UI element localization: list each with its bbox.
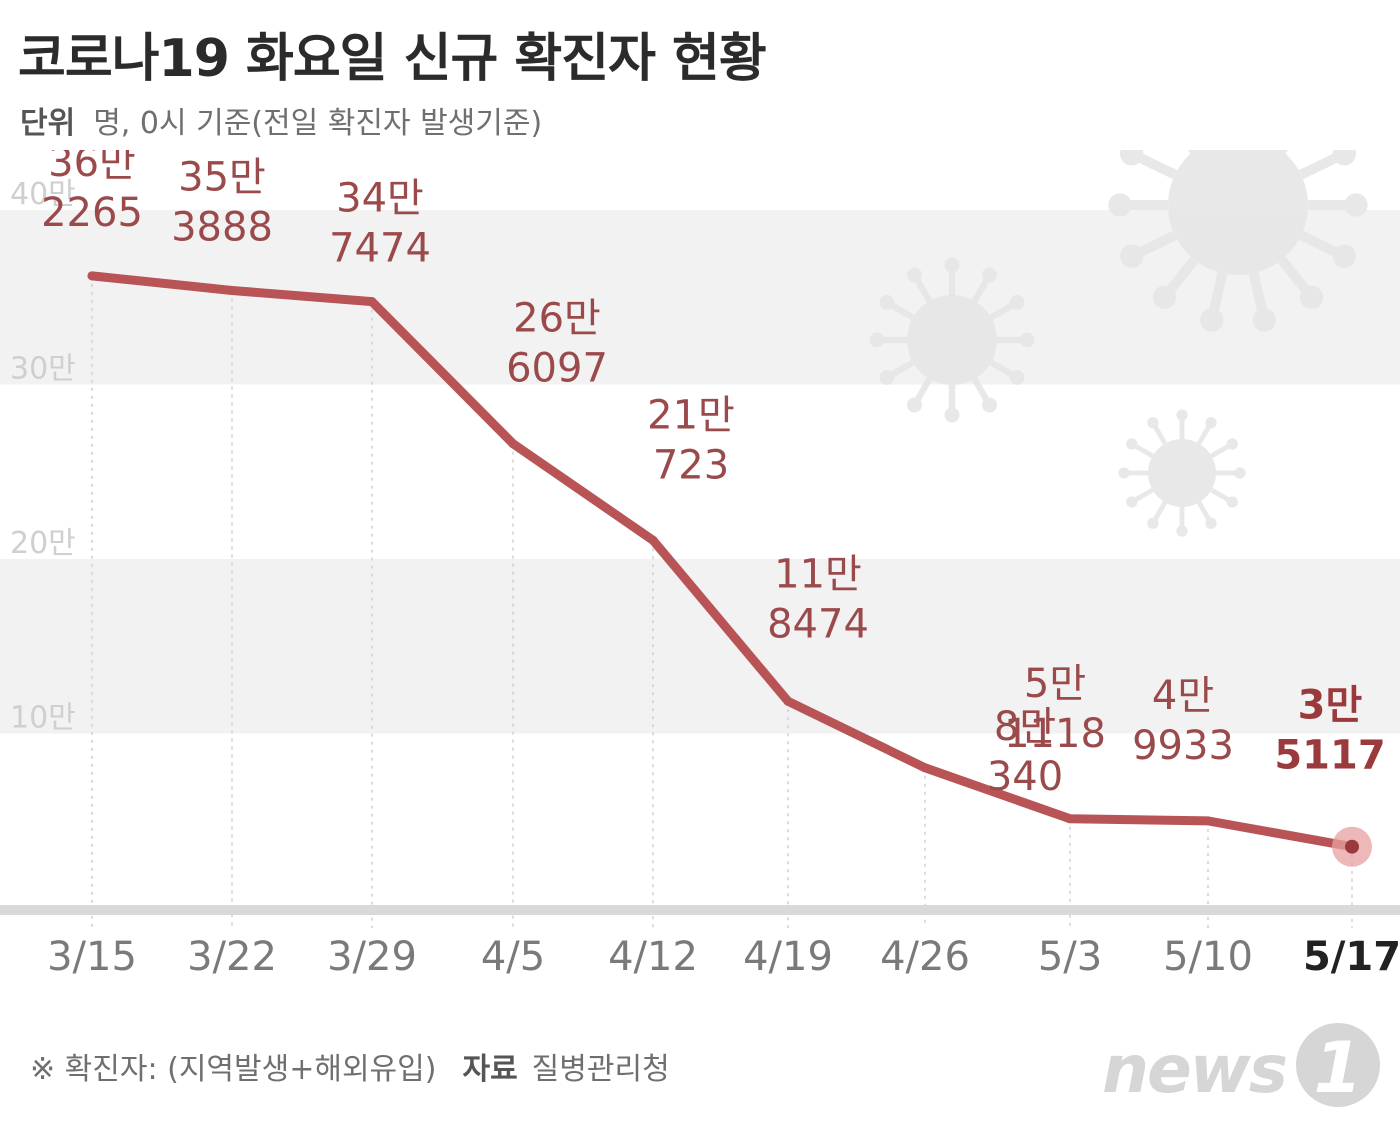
virus-decorations (869, 150, 1368, 537)
x-tick-label: 3/22 (187, 934, 277, 980)
y-tick-label: 30만 (10, 352, 76, 387)
data-label: 723 (653, 442, 729, 488)
y-tick-label: 40만 (10, 177, 76, 212)
data-label: 26만 (513, 296, 601, 342)
data-point (1203, 816, 1213, 826)
x-tick-label: 4/26 (880, 934, 970, 980)
data-label: 3888 (171, 204, 273, 250)
data-point (1345, 839, 1359, 854)
data-label: 5만 (1024, 661, 1086, 707)
svg-text:news: news (1102, 1031, 1286, 1108)
series-polyline (87, 271, 1357, 852)
unit-note: 단위 명, 0시 기준(전일 확진자 발생기준) (20, 98, 542, 142)
data-label: 35만 (178, 154, 266, 200)
unit-label: 단위 (20, 106, 76, 141)
data-label: 11만 (774, 551, 862, 597)
x-tick-label: 4/12 (608, 934, 698, 980)
data-label: 34만 (336, 176, 424, 222)
x-tick-label: 3/15 (47, 934, 137, 980)
data-label: 7474 (329, 226, 431, 272)
data-point (648, 535, 658, 545)
data-label: 8474 (767, 601, 869, 647)
virus-icon (869, 257, 1035, 423)
virus-icon (1118, 409, 1246, 537)
data-label: 3만 (1298, 683, 1363, 729)
unit-text: 명, 0시 기준(전일 확진자 발생기준) (93, 106, 543, 141)
x-tick-label: 5/17 (1303, 934, 1400, 980)
line-chart: 10만 20만 30만 40만 3/15 3/22 3/29 4/5 4/12 4/19 4/26… (0, 150, 1400, 980)
data-point (1065, 814, 1075, 824)
data-label: 4만 (1152, 673, 1214, 719)
y-axis-ticks: 10만 20만 30만 40만 (10, 177, 76, 736)
x-tick-label: 4/19 (743, 934, 833, 980)
footnote: ※ 확진자: (지역발생+해외유입) (30, 1052, 437, 1087)
data-point (87, 271, 97, 281)
data-point (783, 696, 793, 706)
data-label: 6097 (506, 346, 608, 392)
x-tick-label: 5/3 (1038, 934, 1102, 980)
virus-icon (1108, 150, 1368, 332)
x-axis (0, 905, 1400, 915)
data-label: 36만 (48, 150, 136, 186)
svg-text:1: 1 (1314, 1027, 1363, 1109)
data-point (920, 763, 930, 773)
data-label: 9933 (1132, 723, 1234, 769)
data-label: 8만 (994, 704, 1056, 750)
data-point (367, 297, 377, 307)
y-tick-label: 20만 (10, 526, 76, 561)
data-label: 1118 (1004, 711, 1106, 757)
grid-band (0, 559, 1400, 734)
data-label: 340 (987, 754, 1063, 800)
source-label: 자료 (462, 1052, 518, 1087)
x-tick-label: 5/10 (1163, 934, 1253, 980)
y-tick-label: 10만 (10, 701, 76, 736)
chart-title: 코로나19 화요일 신규 확진자 현황 (18, 29, 767, 89)
data-label: 5117 (1274, 733, 1385, 779)
series-line (87, 271, 1372, 867)
footer: ※ 확진자: (지역발생+해외유입) 자료 질병관리청 (30, 1044, 670, 1088)
x-tick-label: 4/5 (481, 934, 545, 980)
x-axis-line (0, 905, 1400, 915)
news1-logo: news 1 (1102, 1023, 1380, 1109)
data-label: 21만 (647, 392, 735, 438)
data-point (508, 439, 518, 449)
data-label: 2265 (41, 190, 143, 236)
source-text: 질병관리청 (531, 1052, 670, 1087)
x-axis-labels: 3/15 3/22 3/29 4/5 4/12 4/19 4/26 5/3 5/10 5/17 (47, 934, 1400, 980)
x-tick-label: 3/29 (327, 934, 417, 980)
data-point (227, 285, 237, 295)
